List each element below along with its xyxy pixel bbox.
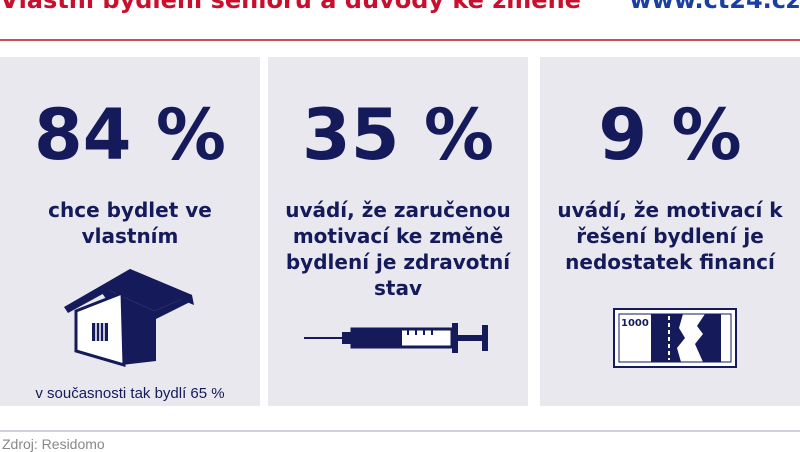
banknote-label: 1000 (621, 318, 649, 329)
stat-text: uvádí, že motivací k řešení bydlení je n… (557, 198, 783, 274)
footer-divider (0, 430, 800, 432)
stat-panel-health: 35 % uvádí, že zaručenou motivací ke změ… (268, 57, 528, 406)
site-url[interactable]: www.ct24.cz (629, 0, 800, 14)
stat-panel-own-housing: 84 % chce bydlet ve vlastním v současnos… (0, 57, 260, 406)
banknote-icon: 1000 (613, 308, 737, 368)
stat-note: v současnosti tak bydlí 65 % (35, 385, 225, 402)
syringe-icon (304, 323, 488, 353)
stat-text: uvádí, že zaručenou motivací ke změně by… (285, 198, 511, 300)
stat-text: chce bydlet ve vlastním (48, 198, 212, 248)
page-title: Vlastní bydlení seniorů a důvody ke změn… (0, 0, 581, 14)
source-note: Zdroj: Residomo (2, 436, 105, 452)
stat-panel-finance: 9 % uvádí, že motivací k řešení bydlení … (540, 57, 800, 406)
divider (0, 39, 800, 41)
stat-value: 84 % (34, 94, 226, 176)
stat-value: 9 % (598, 94, 742, 176)
stat-value: 35 % (302, 94, 494, 176)
house-icon (64, 269, 194, 367)
